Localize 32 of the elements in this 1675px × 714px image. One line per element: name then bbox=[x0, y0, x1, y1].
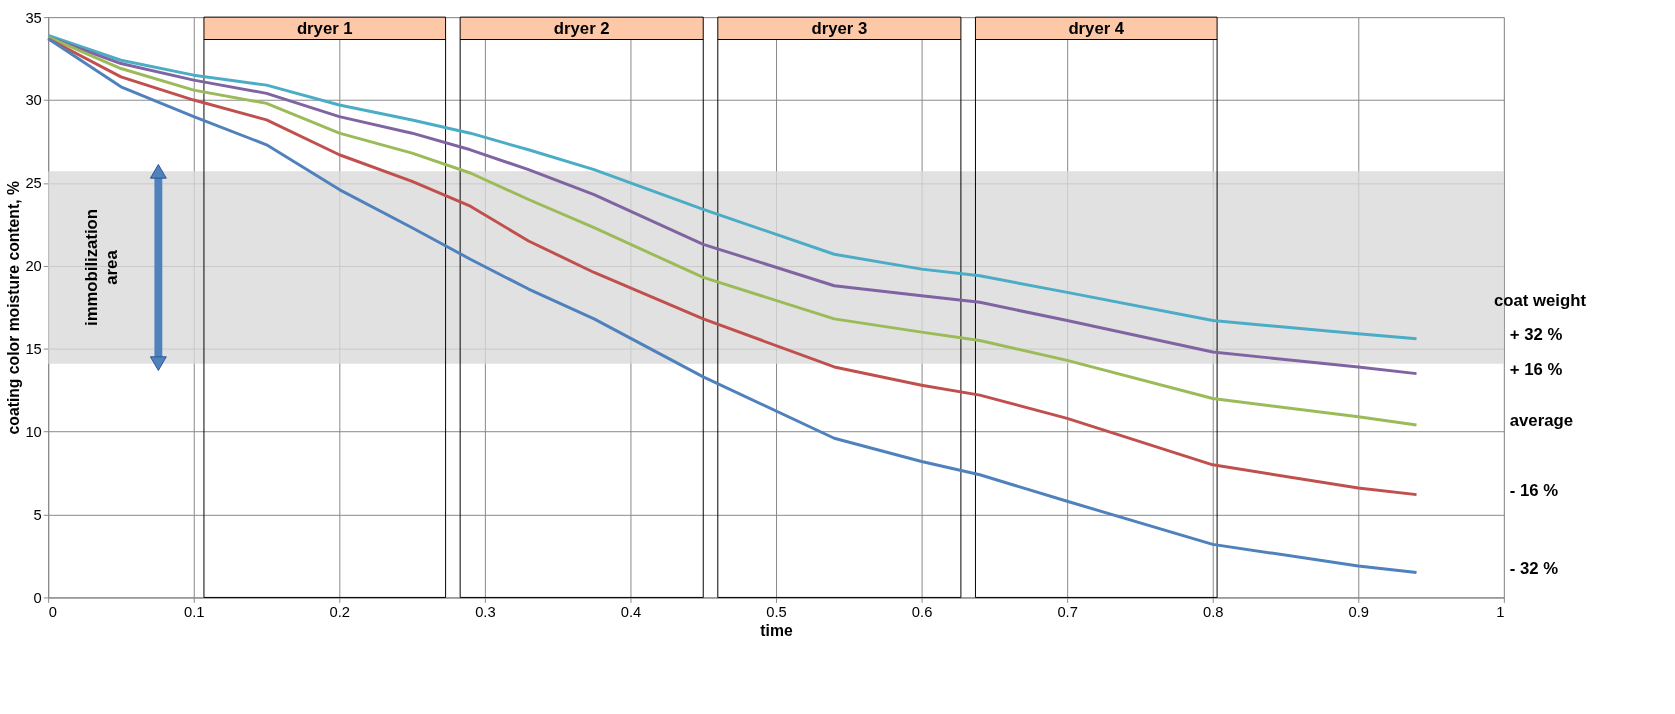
x-tick-label: 1 bbox=[1496, 603, 1505, 620]
text: + 32 % bbox=[1509, 324, 1563, 344]
text: + 16 % bbox=[1509, 359, 1563, 379]
x-tick-label: 0.9 bbox=[1348, 603, 1370, 620]
y-tick-label: 0 bbox=[33, 589, 42, 606]
x-tick-label: 0.7 bbox=[1057, 603, 1078, 620]
band-label: dryer 3 bbox=[811, 18, 868, 38]
text: average bbox=[1509, 410, 1573, 430]
y-tick-label: 30 bbox=[25, 92, 42, 109]
y-tick-label: 10 bbox=[25, 424, 42, 441]
x-tick-label: 0.5 bbox=[766, 603, 787, 620]
y-tick-label: 20 bbox=[25, 258, 42, 275]
y-axis-title: coating color moisture content, % bbox=[4, 181, 22, 435]
y-tick-label: 35 bbox=[25, 9, 42, 26]
x-tick-label: 0.2 bbox=[329, 603, 351, 620]
x-tick-label: 0.8 bbox=[1202, 603, 1224, 620]
x-axis-title: time bbox=[760, 622, 793, 640]
y-tick-label: 25 bbox=[25, 175, 42, 192]
x-tick-label: 0.1 bbox=[183, 603, 205, 620]
band-label: dryer 4 bbox=[1068, 18, 1125, 38]
y-tick-label: 15 bbox=[25, 341, 42, 358]
y-tick-label: 5 bbox=[33, 506, 42, 523]
band-label: dryer 1 bbox=[296, 18, 353, 38]
text: - 16 % bbox=[1509, 480, 1559, 500]
x-tick-label: 0.3 bbox=[475, 603, 496, 620]
band-label: immobilization area bbox=[82, 208, 122, 327]
x-tick-label: 0.6 bbox=[911, 603, 933, 620]
x-tick-label: 0.4 bbox=[620, 603, 642, 620]
band-label: dryer 2 bbox=[553, 18, 610, 38]
legend-title: coat weight bbox=[1494, 291, 1587, 311]
x-tick-label: 0 bbox=[48, 603, 57, 620]
text: - 32 % bbox=[1509, 558, 1559, 578]
